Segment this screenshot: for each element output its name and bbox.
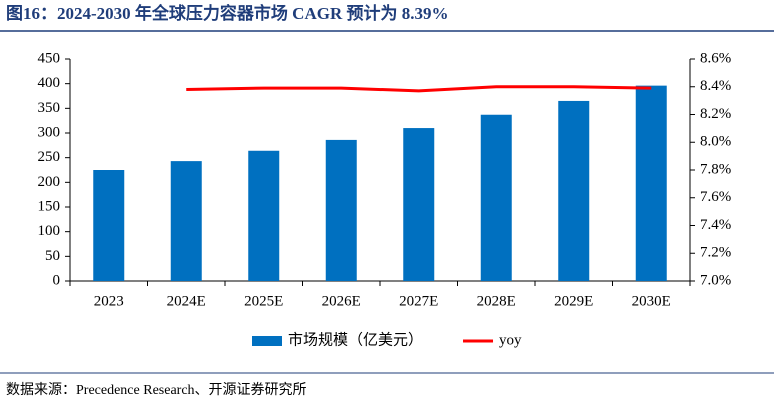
y2-tick-label: 7.8% [700,161,731,177]
bar [248,150,280,281]
chart-title: 图16：2024-2030 年全球压力容器市场 CAGR 预计为 8.39% [6,3,448,23]
y-tick-label: 100 [38,223,61,239]
bar [558,100,590,281]
y2-tick-label: 8.4% [700,78,731,94]
bar [635,85,667,281]
x-tick-label: 2030E [632,293,671,309]
legend-label: yoy [499,332,522,348]
y-tick-label: 350 [38,100,61,116]
line [186,85,652,93]
bar [480,114,512,281]
x-tick-label: 2027E [399,293,438,309]
y-tick-label: 150 [38,198,61,214]
y2-tick-label: 7.4% [700,217,731,233]
y-tick-label: 300 [38,124,61,140]
x-tick-label: 2026E [322,293,361,309]
bar [403,128,435,281]
bar [325,139,357,281]
y-tick-label: 50 [45,248,60,264]
y2-tick-label: 7.2% [700,245,731,261]
y-tick-label: 0 [53,272,61,288]
y-tick-label: 450 [38,50,61,66]
x-tick-label: 2029E [554,293,593,309]
x-tick-label: 2024E [167,293,206,309]
x-tick-label: 2025E [244,293,283,309]
y2-tick-label: 7.6% [700,189,731,205]
y-tick-label: 250 [38,149,61,165]
x-tick-label: 2028E [477,293,516,309]
y2-tick-label: 7.0% [700,272,731,288]
y2-tick-label: 8.0% [700,134,731,150]
bar [93,170,125,281]
bar [170,161,202,281]
y2-tick-label: 8.2% [700,106,731,122]
legend-swatch [252,336,282,346]
source: 数据来源：Precedence Research、开源证券研究所 [6,382,307,398]
legend-label: 市场规模（亿美元） [288,331,423,348]
y-tick-label: 200 [38,174,61,190]
y2-tick-label: 8.6% [700,50,731,66]
y-tick-label: 400 [38,75,61,91]
x-tick-label: 2023 [94,293,124,309]
